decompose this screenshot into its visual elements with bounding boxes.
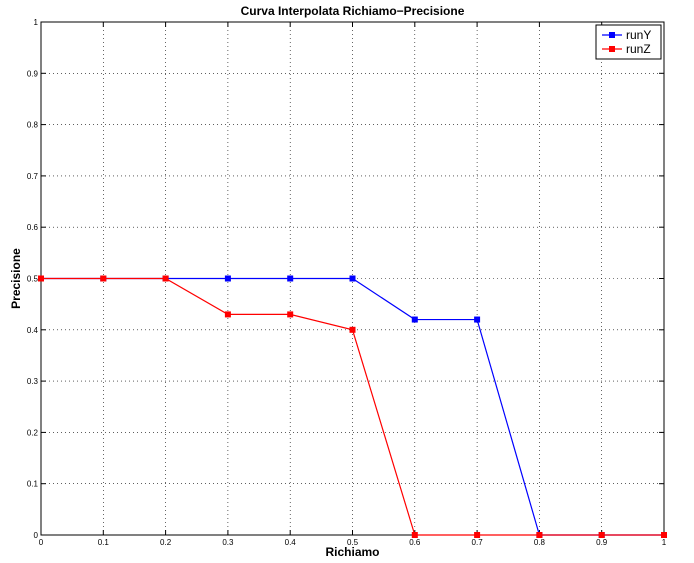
data-point-runZ [349,326,356,333]
y-tick-label: 0.3 [27,377,39,386]
x-axis-title: Richiamo [325,545,379,559]
x-tick-label: 0.3 [222,538,234,547]
data-point-runZ [536,532,543,538]
legend-item-runY: runY [602,28,651,42]
data-point-runY [349,275,356,282]
data-point-runZ [287,311,294,318]
legend-swatch-marker [609,32,615,38]
legend-label: runY [626,28,651,42]
x-tick-label: 0.4 [285,538,297,547]
x-tick-label: 1 [662,538,667,547]
data-point-runZ [38,275,44,282]
y-axis-title: Precisione [9,248,23,309]
y-tick-label: 0.6 [27,223,39,232]
data-point-runY [411,316,418,323]
legend-box [595,24,662,60]
data-point-runZ [100,275,107,282]
data-point-runZ [411,532,418,538]
axis-ticks: 0 0.1 0.2 0.3 0.4 0.5 0.6 0.7 0.8 0.9 1 0 0.1 0.2 0.3 0… [27,18,667,547]
data-point-runY [474,316,481,323]
x-tick-label: 0.2 [160,538,172,547]
x-tick-label: 0.8 [534,538,546,547]
data-point-runY [287,275,294,282]
y-tick-label: 1 [34,18,39,27]
data-point-runZ [598,532,605,538]
y-tick-label: 0.8 [27,121,39,130]
data-point-runY [224,275,231,282]
x-tick-label: 0.1 [98,538,110,547]
x-tick-label: 0.7 [472,538,484,547]
y-tick-label: 0.2 [27,428,39,437]
data-point-runZ [661,532,667,538]
x-tick-label: 0.6 [409,538,421,547]
data-point-runZ [162,275,169,282]
data-point-runZ [224,311,231,318]
y-tick-label: 0.9 [27,69,39,78]
legend-item-runZ: runZ [602,42,651,56]
y-tick-label: 0.5 [27,275,39,284]
x-tick-label: 0.9 [596,538,608,547]
y-tick-label: 0 [34,531,39,540]
data-point-runZ [474,532,481,538]
chart-title: Curva Interpolata Richiamo−Precisione [241,4,465,18]
series-layer [38,275,667,538]
legend-label: runZ [626,42,651,56]
x-tick-label: 0.5 [347,538,359,547]
y-tick-label: 0.1 [27,480,39,489]
legend-swatch-marker [609,46,615,52]
series-runZ [38,275,667,538]
y-tick-label: 0.7 [27,172,39,181]
x-tick-label: 0 [39,538,44,547]
y-tick-label: 0.4 [27,326,39,335]
